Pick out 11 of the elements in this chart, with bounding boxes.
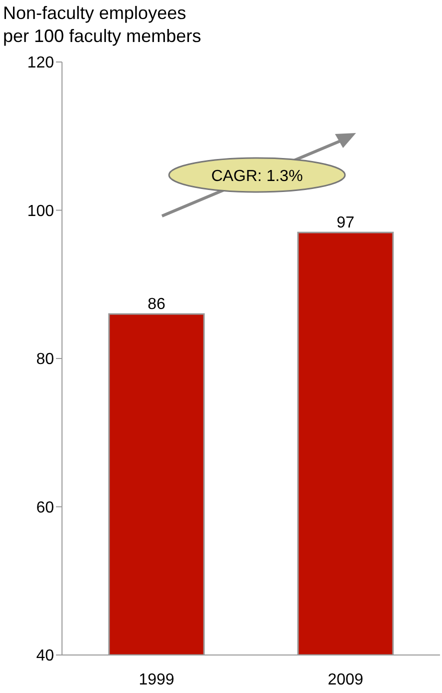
annotation: CAGR: 1.3%	[211, 168, 303, 185]
y-tick-label: 100	[27, 202, 54, 220]
chart-title: Non-faculty employees per 100 faculty members	[3, 2, 202, 48]
y-tick-label: 120	[27, 54, 54, 72]
data-label: 86	[148, 296, 166, 314]
y-tick-label: 60	[36, 499, 54, 516]
x-tick-label: 2009	[328, 671, 364, 688]
y-tick-label: 40	[36, 648, 54, 665]
x-tick-label: 1999	[138, 671, 174, 688]
y-tick-label: 80	[36, 351, 54, 368]
data-label: 97	[336, 214, 354, 232]
